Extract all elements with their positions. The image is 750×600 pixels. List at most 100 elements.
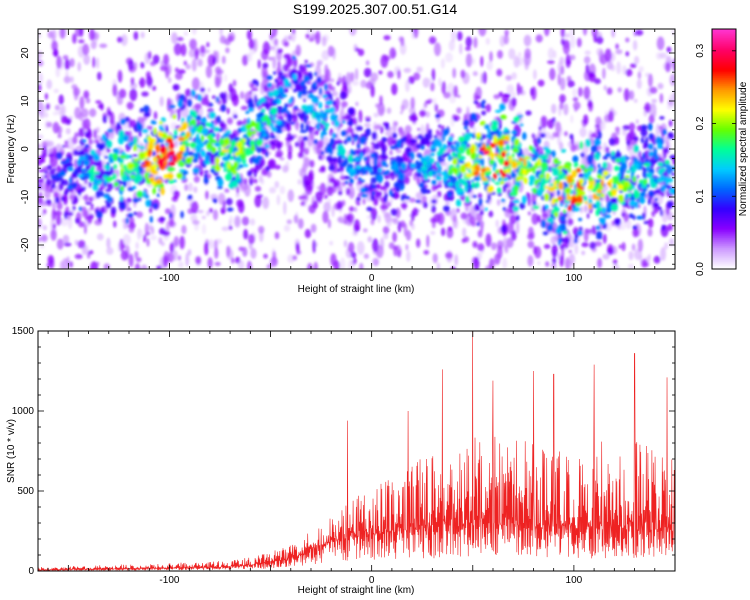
spectrogram-cell <box>465 36 472 48</box>
spectrogram-cell <box>258 175 263 183</box>
spectrogram-cell <box>530 87 534 97</box>
spectrogram-cell <box>579 206 584 214</box>
spectrogram-cell <box>247 131 253 137</box>
spectrogram-cell <box>529 181 533 186</box>
spectrogram-cell <box>84 194 89 203</box>
spectrogram-cell <box>511 230 517 241</box>
spectrogram-cell <box>256 146 262 154</box>
spectrogram-cell <box>323 201 331 213</box>
spectrogram-cell <box>476 102 482 109</box>
spectrogram-cell <box>162 255 169 268</box>
spectrogram-cell <box>625 51 630 57</box>
spectrogram-cell <box>568 166 571 174</box>
spectrogram-cell <box>559 223 567 232</box>
spectrogram-cell <box>360 193 369 198</box>
spectrogram-cell <box>96 210 103 219</box>
spectrogram-cell <box>400 162 407 171</box>
spectrogram-cell <box>225 130 232 134</box>
spectrogram-cell <box>562 40 571 55</box>
spectrogram-cell <box>97 187 104 191</box>
spectrogram-cell <box>532 187 537 195</box>
spectrogram-cell <box>121 168 125 172</box>
spectrogram-cell <box>343 139 348 145</box>
spectrogram-cell <box>56 55 62 69</box>
spectrogram-cell <box>533 245 537 255</box>
spectrogram-cell <box>51 209 56 221</box>
spectrogram-cell <box>318 102 322 109</box>
spectrogram-cell <box>77 240 86 249</box>
spectrogram-cell <box>288 99 292 105</box>
spectrogram-cell <box>314 71 318 77</box>
spectrogram-cell <box>490 123 498 131</box>
spectrogram-cell <box>447 82 455 96</box>
spectrogram-cell <box>522 179 528 183</box>
spectrogram-cell <box>528 145 533 151</box>
snr-y-tick-label: 500 <box>17 486 34 497</box>
spectrogram-cell <box>120 118 126 125</box>
spectrogram-cell <box>332 91 339 97</box>
spectrogram-cell <box>453 85 458 98</box>
spectrogram-cell <box>85 164 90 173</box>
spectrogram-cell <box>441 227 446 237</box>
spectrogram-cell <box>312 200 319 209</box>
colorbar-step <box>712 109 736 112</box>
spectrogram-cell <box>579 164 586 169</box>
spectrogram-cell <box>363 166 369 170</box>
spectrogram-cell <box>169 242 175 254</box>
spectrogram-cell <box>440 58 445 69</box>
spectrogram-cell <box>321 50 330 61</box>
spectrogram-cell <box>43 112 49 118</box>
snr-series-line <box>38 331 675 571</box>
spectrogram-cell <box>439 132 443 136</box>
spectrogram-cell <box>553 157 559 165</box>
spectrogram-cell <box>354 68 359 81</box>
spectrogram-cell <box>628 122 636 131</box>
spectrogram-cell <box>219 29 223 37</box>
spectrogram-cell <box>165 124 169 134</box>
spectrogram-cell <box>563 209 567 214</box>
spectrogram-cell <box>660 209 664 217</box>
spectrogram-cell <box>126 101 134 110</box>
spectrogram-cell <box>250 84 254 88</box>
spectrogram-cell <box>38 59 44 67</box>
spectrogram-cell <box>602 67 606 80</box>
spectrogram-cell <box>620 162 628 171</box>
spectrogram-cell <box>625 37 630 43</box>
spectrogram-cell <box>511 161 518 169</box>
spectrogram-cell <box>408 76 415 85</box>
snr-y-axis-label: SNR (10 * v/v) <box>6 419 17 483</box>
spectrogram-cell <box>145 167 150 173</box>
spectrogram-cell <box>295 44 302 57</box>
spectrogram-cell <box>588 181 592 185</box>
spectrogram-cell <box>69 261 74 268</box>
spectrogram-cell <box>585 228 592 234</box>
spectrogram-cell <box>271 141 275 145</box>
spectrogram-cell <box>236 185 240 195</box>
spectrogram-cell <box>118 204 126 210</box>
spectrogram-cell <box>560 148 567 153</box>
colorbar-step <box>712 213 736 216</box>
spectrogram-cell <box>353 117 358 126</box>
spectrogram-cell <box>473 100 479 105</box>
spectrogram-cell <box>498 121 502 130</box>
spectrogram-cell <box>227 35 234 42</box>
spectrogram-cell <box>345 72 352 86</box>
spectrogram-cell <box>178 261 184 268</box>
spectrogram-cell <box>351 80 359 86</box>
spectrogram-cell <box>370 218 375 226</box>
spectrogram-cell <box>440 161 446 167</box>
colorbar-step <box>712 67 736 70</box>
spectrogram-cell <box>185 131 191 139</box>
spectrogram-cell <box>140 264 148 269</box>
spectrogram-cell <box>463 133 471 142</box>
spectrogram-cell <box>249 178 253 186</box>
colorbar-step <box>712 39 736 42</box>
spectrogram-cell <box>336 81 340 86</box>
spectrogram-cell <box>409 197 416 203</box>
spectrogram-cell <box>73 87 81 97</box>
spectrogram-cell <box>53 88 59 94</box>
spectrogram-cell <box>79 29 84 38</box>
spectrogram-cell <box>568 253 576 266</box>
spectrogram-cell <box>349 29 357 36</box>
spectrogram-cell <box>146 125 154 130</box>
